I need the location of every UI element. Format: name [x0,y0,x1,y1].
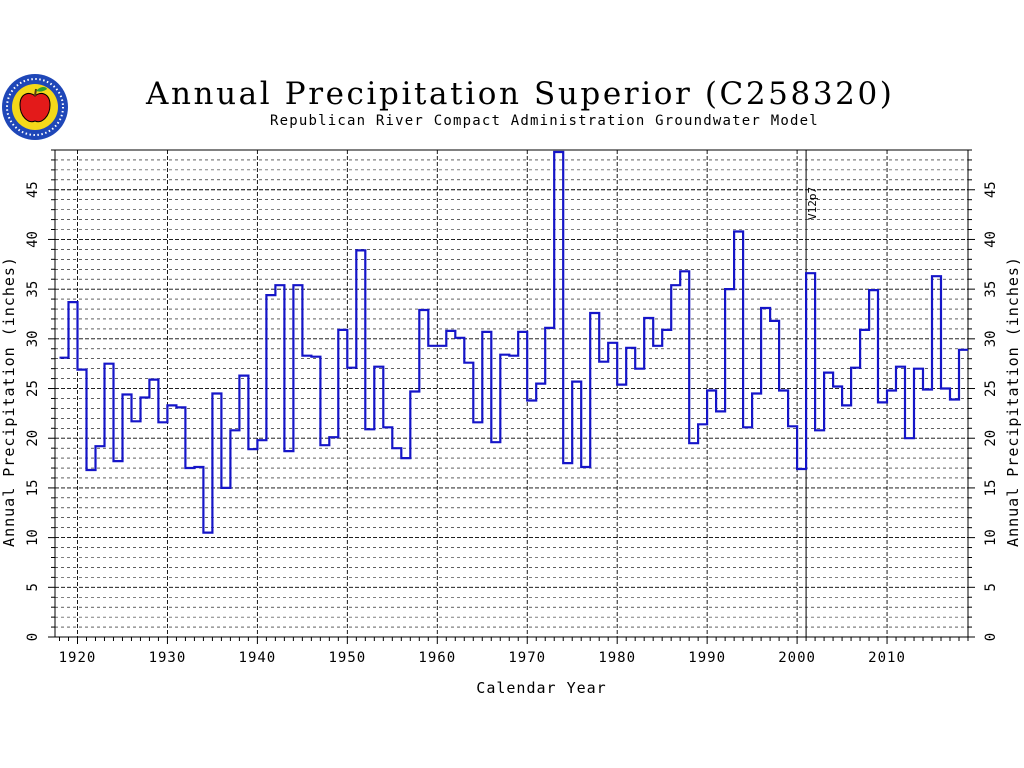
y-tick-label-left: 5 [25,583,41,591]
x-axis-label: Calendar Year [476,679,606,697]
plot-frame [54,149,969,638]
apple-leaf-icon [36,86,47,92]
apple-stem-icon [34,88,37,97]
y-tick-label-right: 30 [983,330,999,347]
x-tick-label: 1950 [328,650,366,666]
x-tick-label: 1920 [59,650,97,666]
y-tick-label-right: 0 [983,633,999,641]
x-tick-label: 1960 [418,650,456,666]
chart-title: Annual Precipitation Superior (C258320) [146,76,895,112]
annotation-label: V12p7 [806,187,819,220]
y-tick-labels-right: 0 5 10 15 20 25 30 35 40 45 [983,181,999,641]
y-tick-label-left: 20 [25,430,41,447]
y-tick-label-left: 25 [25,380,41,397]
y-tick-label-right: 5 [983,583,999,591]
x-tick-label: 1990 [688,650,726,666]
y-tick-label-left: 10 [25,529,41,546]
y-tick-label-left: 45 [25,181,41,198]
y-tick-label-right: 25 [983,380,999,397]
y-tick-label-left: 35 [25,281,41,298]
chart-subtitle: Republican River Compact Administration … [270,113,819,129]
x-tick-labels: 1920 1930 1940 1950 1960 1970 1980 1990 2000 2010 [59,650,906,666]
x-tick-label: 1980 [598,650,636,666]
y-axis-label-right: Annual Precipitation (inches) [1004,256,1022,547]
logo-dot-ring [6,78,64,136]
y-tick-labels-left: 0 5 10 15 20 25 30 35 40 45 [25,181,41,641]
apple-seal-logo [2,74,68,140]
y-tick-label-left: 40 [25,231,41,248]
x-tick-label: 2000 [778,650,816,666]
major-grid [55,150,968,637]
x-tick-label: 1930 [149,650,187,666]
y-tick-label-right: 10 [983,529,999,546]
x-tick-label: 2010 [868,650,906,666]
y-tick-label-left: 30 [25,330,41,347]
apple-icon [19,92,51,123]
precipitation-series-line [59,150,968,534]
y-tick-label-left: 15 [25,479,41,496]
y-tick-label-right: 45 [983,181,999,198]
y-tick-label-right: 40 [983,231,999,248]
x-tick-label: 1970 [508,650,546,666]
y-tick-label-right: 15 [983,479,999,496]
axis-ticks [48,149,975,644]
minor-grid [55,159,968,628]
y-tick-label-right: 20 [983,430,999,447]
y-axis-label-left: Annual Precipitation (inches) [0,256,18,547]
y-tick-label-left: 0 [25,633,41,641]
x-tick-label: 1940 [239,650,277,666]
y-tick-label-right: 35 [983,281,999,298]
